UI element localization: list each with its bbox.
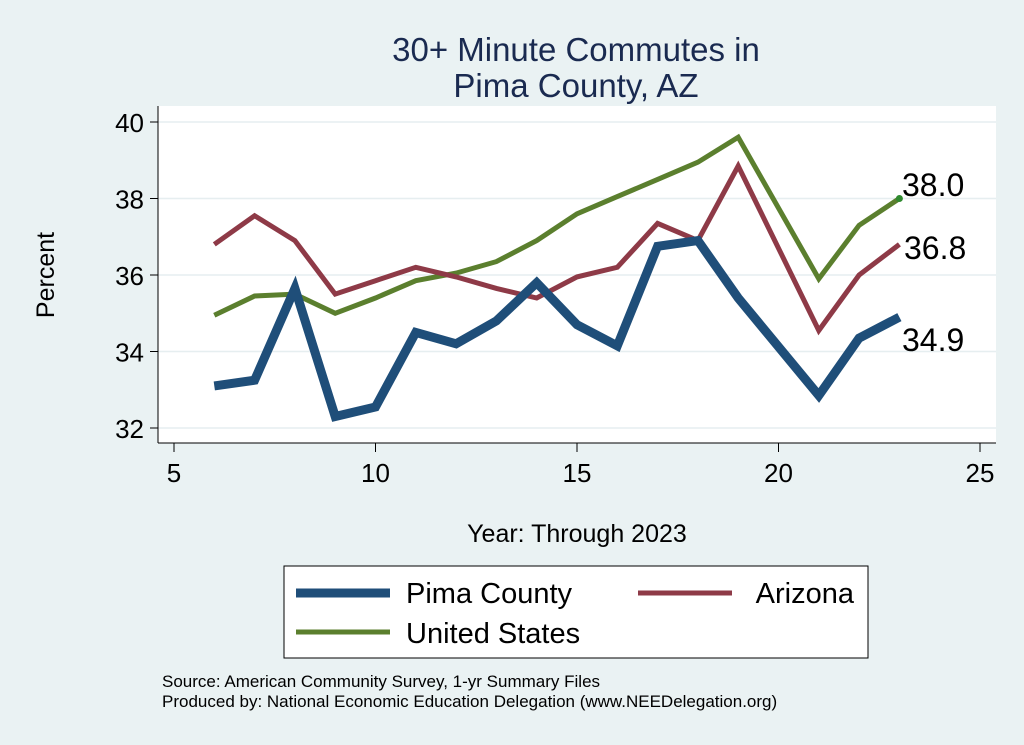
y-tick-label: 32 xyxy=(115,414,144,444)
end-label-pima: 34.9 xyxy=(902,322,964,358)
legend-label-arizona: Arizona xyxy=(756,578,855,610)
series-line-us xyxy=(213,133,901,318)
x-tick-label: 10 xyxy=(361,458,390,488)
y-axis-ticks: 32 34 36 38 40 xyxy=(115,108,158,444)
end-labels: 34.9 36.8 38.0 xyxy=(902,167,966,358)
legend: Pima County Arizona United States xyxy=(296,578,855,650)
y-tick-label: 36 xyxy=(115,261,144,291)
x-tick-label: 5 xyxy=(167,458,181,488)
y-tick-label: 40 xyxy=(115,108,144,138)
legend-label-pima: Pima County xyxy=(406,578,573,610)
y-tick-label: 34 xyxy=(115,338,144,368)
x-tick-label: 20 xyxy=(764,458,793,488)
series-group xyxy=(212,133,903,422)
y-tick-label: 38 xyxy=(115,185,144,215)
x-tick-label: 15 xyxy=(563,458,592,488)
series-endpoint-us xyxy=(895,195,903,202)
producer-note: Produced by: National Economic Education… xyxy=(162,692,778,711)
x-axis-label: Year: Through 2023 xyxy=(467,520,687,548)
end-label-us: 38.0 xyxy=(902,167,964,203)
legend-box xyxy=(283,565,869,659)
chart-title-line-2: Pima County, AZ xyxy=(453,67,698,104)
series-line-arizona xyxy=(212,160,901,336)
x-tick-label: 25 xyxy=(966,458,995,488)
x-axis-ticks: 5 10 15 20 25 xyxy=(167,443,995,488)
chart-title-line-1: 30+ Minute Commutes in xyxy=(392,31,760,68)
end-label-arizona: 36.8 xyxy=(904,230,966,266)
series-line-pima xyxy=(213,235,902,422)
source-note: Source: American Community Survey, 1-yr … xyxy=(162,672,601,691)
y-axis-label: Percent xyxy=(32,232,60,318)
legend-label-us: United States xyxy=(406,618,580,650)
